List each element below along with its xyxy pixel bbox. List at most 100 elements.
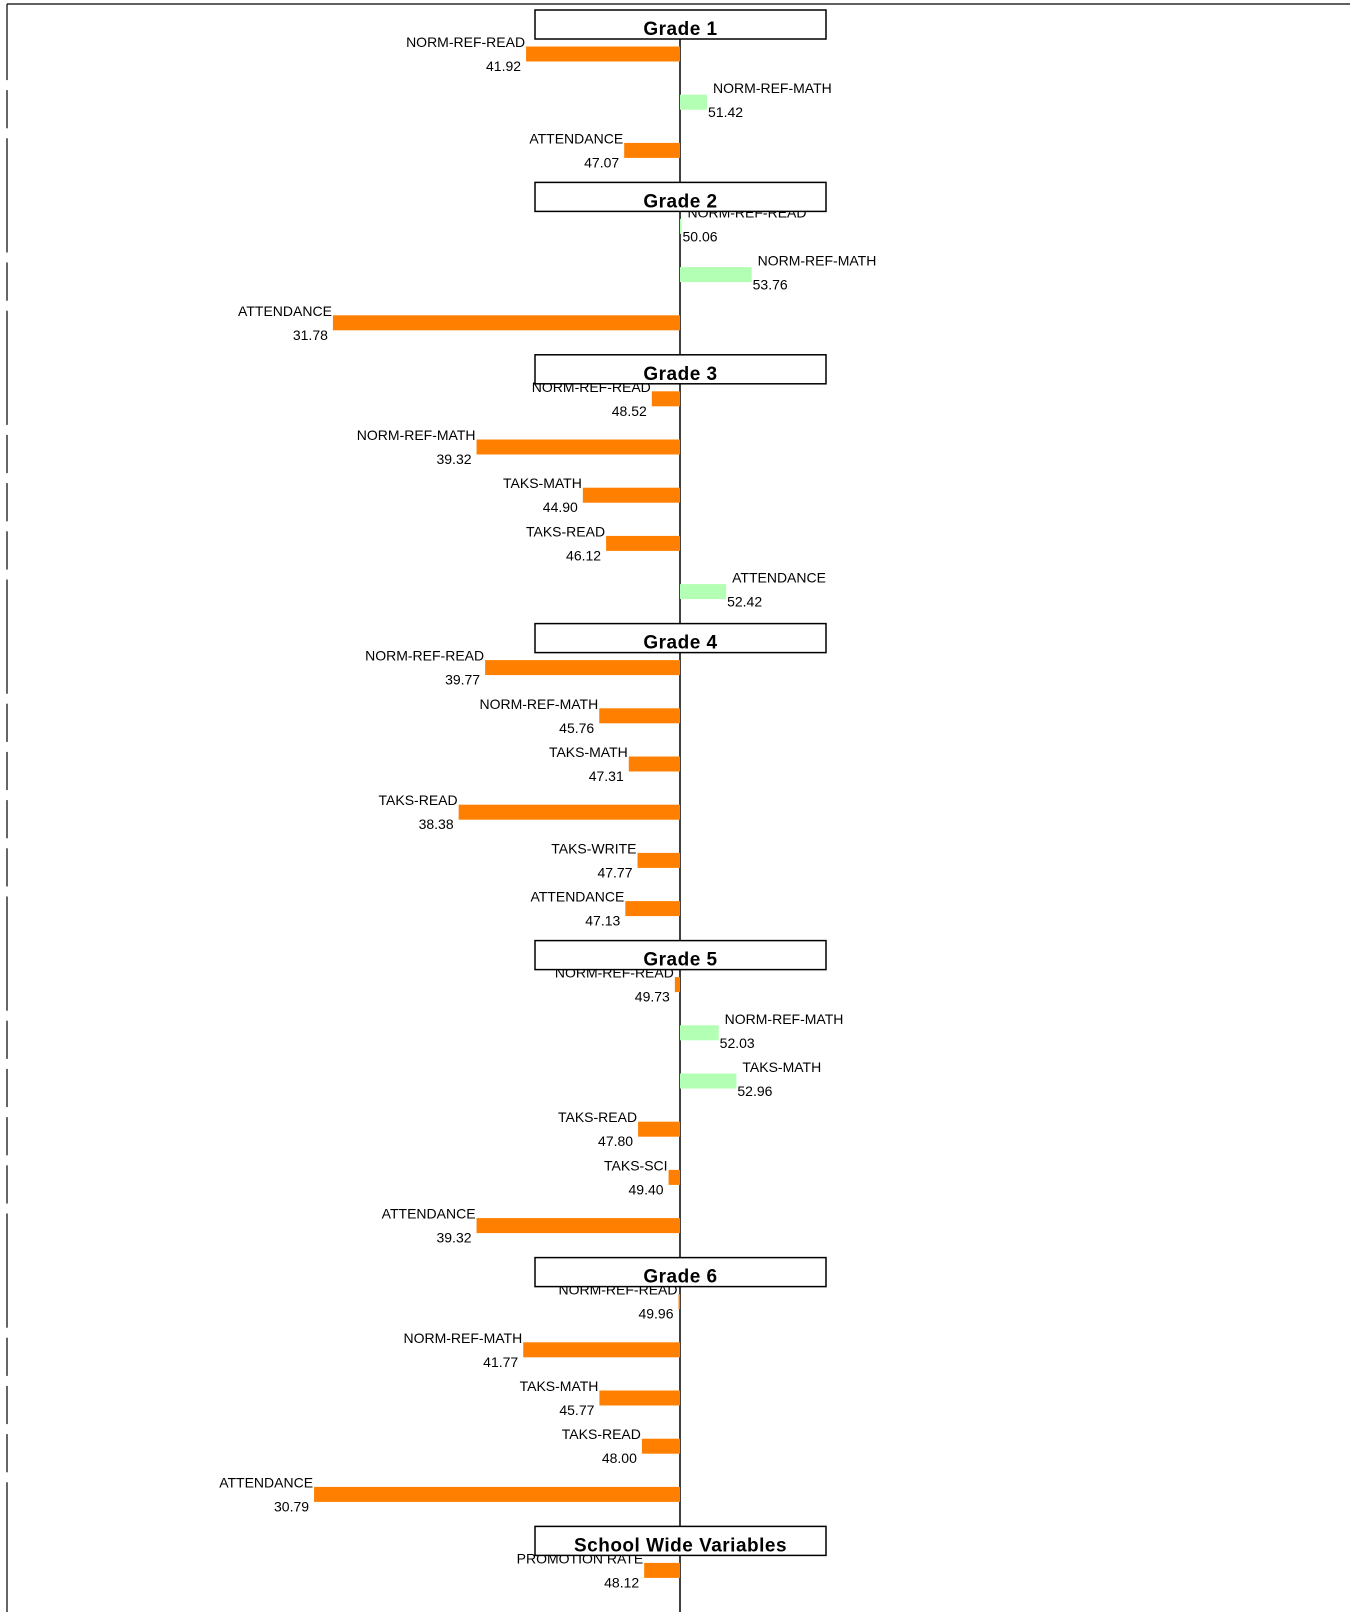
bar-grade-6-taks-read: TAKS-READ 48.00 xyxy=(562,1426,680,1466)
bar-label: NORM-REF-MATH xyxy=(713,80,832,96)
bar-grade-1-norm-ref-math: NORM-REF-MATH 51.42 xyxy=(680,80,832,120)
bar-rect xyxy=(674,977,680,993)
bar-value-label: 49.40 xyxy=(629,1181,664,1197)
section-header-grade-4: Grade 4 xyxy=(534,622,827,654)
bar-rect xyxy=(624,142,680,158)
bar-label: ATTENDANCE xyxy=(382,1206,476,1222)
bar-value-label: 48.12 xyxy=(604,1574,639,1590)
section-header-box xyxy=(534,354,827,385)
bar-rect xyxy=(680,584,727,600)
bar-grade-2-attendance: ATTENDANCE 31.78 xyxy=(238,303,680,343)
bar-label: NORM-REF-MATH xyxy=(725,1011,844,1027)
bar-grade-1-norm-ref-read: NORM-REF-READ 41.92 xyxy=(406,34,680,74)
bar-grade-6-taks-math: TAKS-MATH 45.77 xyxy=(520,1378,680,1418)
bar-label: NORM-REF-READ xyxy=(406,34,525,50)
bar-rect xyxy=(582,487,680,503)
section-header-title: Grade 5 xyxy=(643,950,717,971)
bar-label: ATTENDANCE xyxy=(238,303,332,319)
section-header-title: Grade 1 xyxy=(643,19,717,40)
bar-value-label: 30.79 xyxy=(274,1498,309,1514)
section-header-title: Grade 2 xyxy=(643,191,717,212)
bar-value-label: 48.00 xyxy=(602,1450,637,1466)
bar-label: TAKS-WRITE xyxy=(551,840,636,856)
bar-grade-5-norm-ref-math: NORM-REF-MATH 52.03 xyxy=(680,1011,843,1051)
bar-value-label: 45.76 xyxy=(559,720,594,736)
section-header-grade-2: Grade 2 xyxy=(534,181,827,213)
bar-rect xyxy=(476,1218,680,1234)
bar-label: TAKS-MATH xyxy=(503,475,582,491)
section-header-grade-3: Grade 3 xyxy=(534,354,827,385)
bar-grade-4-norm-ref-math: NORM-REF-MATH 45.76 xyxy=(479,696,680,736)
bar-value-label: 47.07 xyxy=(584,154,619,170)
section-headers: Grade 1 Grade 2 Grade 3 Grade 4 Grade 5 Grade… xyxy=(534,9,827,1557)
bar-value-label: 48.52 xyxy=(612,403,647,419)
bar-label: NORM-REF-MATH xyxy=(403,1330,522,1346)
bar-grade-3-attendance: ATTENDANCE 52.42 xyxy=(680,570,826,610)
bar-value-label: 41.77 xyxy=(483,1354,518,1370)
section-header-title: Grade 6 xyxy=(643,1267,717,1288)
bar-rect xyxy=(644,1562,680,1578)
section-header-title: School Wide Variables xyxy=(574,1535,787,1556)
bar-value-label: 47.31 xyxy=(589,768,624,784)
bar-value-label: 44.90 xyxy=(543,499,578,515)
bar-rect xyxy=(680,94,708,110)
bar-rect xyxy=(476,439,680,455)
bar-grade-3-taks-read: TAKS-READ 46.12 xyxy=(526,523,680,563)
bar-rect xyxy=(599,708,680,724)
bar-value-label: 38.38 xyxy=(419,816,454,832)
bar-rect xyxy=(625,901,680,917)
bar-label: TAKS-SCI xyxy=(604,1157,668,1173)
bar-rect xyxy=(606,535,680,551)
bar-grade-3-taks-math: TAKS-MATH 44.90 xyxy=(503,475,680,515)
bar-value-label: 39.32 xyxy=(436,1230,471,1246)
section-header-box xyxy=(534,1525,827,1557)
bar-grade-4-taks-math: TAKS-MATH 47.31 xyxy=(549,744,680,784)
section-header-box xyxy=(534,1256,827,1288)
bar-value-label: 50.06 xyxy=(683,228,718,244)
bar-label: ATTENDANCE xyxy=(529,130,623,146)
bar-label: TAKS-READ xyxy=(379,792,458,808)
bar-rect xyxy=(680,1073,737,1089)
bar-grade-4-taks-read: TAKS-READ 38.38 xyxy=(379,792,680,832)
bar-grade-5-taks-math: TAKS-MATH 52.96 xyxy=(680,1059,821,1099)
bar-label: TAKS-READ xyxy=(562,1426,641,1442)
bar-value-label: 47.77 xyxy=(597,864,632,880)
bar-rect xyxy=(458,804,680,820)
section-header-title: Grade 3 xyxy=(643,364,717,385)
bar-rect xyxy=(314,1486,680,1502)
bar-label: ATTENDANCE xyxy=(732,570,826,586)
bar-value-label: 53.76 xyxy=(753,277,788,293)
bar-label: TAKS-READ xyxy=(558,1109,637,1125)
bars: NORM-REF-READ 41.92 NORM-REF-MATH 51.42 ATTE… xyxy=(219,34,876,1590)
bar-label: TAKS-READ xyxy=(526,523,605,539)
bar-rect xyxy=(680,267,752,283)
bar-value-label: 39.32 xyxy=(436,451,471,467)
bar-value-label: 45.77 xyxy=(559,1402,594,1418)
bar-grade-5-attendance: ATTENDANCE 39.32 xyxy=(382,1206,680,1246)
bar-rect xyxy=(641,1438,680,1454)
bar-rect xyxy=(638,1121,680,1137)
bar-grade-4-attendance: ATTENDANCE 47.13 xyxy=(530,889,680,929)
bar-rect xyxy=(628,756,680,772)
section-header-grade-1: Grade 1 xyxy=(534,9,827,40)
bar-value-label: 41.92 xyxy=(486,58,521,74)
bar-value-label: 49.96 xyxy=(638,1306,673,1322)
bar-rect xyxy=(680,1025,719,1041)
bar-grade-6-attendance: ATTENDANCE 30.79 xyxy=(219,1474,680,1514)
bar-grade-5-taks-sci: TAKS-SCI 49.40 xyxy=(604,1157,680,1197)
bar-rect xyxy=(523,1342,680,1358)
bar-grade-2-norm-ref-math: NORM-REF-MATH 53.76 xyxy=(680,253,876,293)
bar-grade-4-norm-ref-read: NORM-REF-READ 39.77 xyxy=(365,648,680,688)
section-header-box xyxy=(534,939,827,971)
bar-label: NORM-REF-READ xyxy=(365,648,484,664)
bar-label: NORM-REF-MATH xyxy=(357,427,476,443)
bar-label: ATTENDANCE xyxy=(530,889,624,905)
section-header-box xyxy=(534,181,827,213)
bar-grade-5-taks-read: TAKS-READ 47.80 xyxy=(558,1109,680,1149)
bar-grade-4-taks-write: TAKS-WRITE 47.77 xyxy=(551,840,680,880)
section-header-title: Grade 4 xyxy=(643,633,717,654)
bar-rect xyxy=(526,46,680,62)
bar-rect xyxy=(678,1294,680,1310)
bar-value-label: 49.73 xyxy=(635,989,670,1005)
